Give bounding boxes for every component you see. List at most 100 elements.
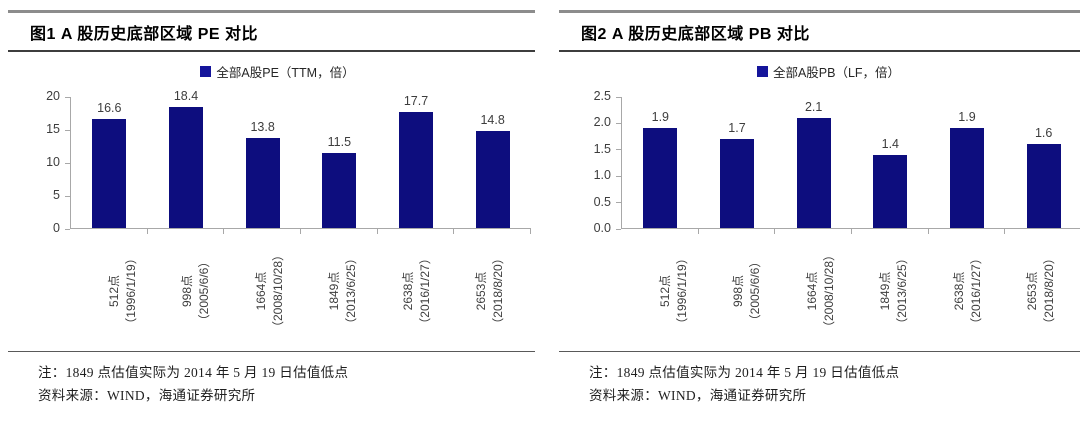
bar [475, 131, 510, 228]
x-category-label-text: 512点 （1996/1/19） [106, 252, 138, 330]
y-tick-mark [65, 228, 70, 230]
x-category-label: 2653点 （2018/8/20） [1005, 237, 1079, 345]
bar [643, 128, 678, 228]
x-tick-mark [851, 229, 852, 234]
y-tick-label: 20 [46, 89, 60, 103]
x-category-label: 2638点 （2016/1/27） [931, 237, 1005, 345]
x-category-label: 998点 （2005/6/6） [160, 237, 234, 345]
legend-label: 全部A股PE（TTM，倍） [216, 65, 355, 80]
note-text: 注：1849 点估值实际为 2014 年 5 月 19 日估值低点 [589, 365, 900, 380]
legend-swatch-icon [756, 65, 768, 77]
y-tick-label: 0.5 [593, 194, 611, 209]
x-tick-mark [774, 229, 776, 234]
y-tick-label: 10 [46, 155, 60, 169]
plot-area: 16.6 18.4 13.8 11.5 17.7 14.8 [70, 89, 531, 234]
x-category-label-text: 2653点 （2018/8/20） [1025, 252, 1057, 330]
x-category-label-text: 1849点 （2013/6/25） [327, 252, 359, 330]
x-category-label: 2638点 （2016/1/27） [380, 237, 454, 345]
y-tick-label: 0 [53, 221, 60, 235]
legend: 全部A股PB（LF，倍） [575, 62, 1080, 80]
x-category-label: 1664点 （2008/10/28） [784, 237, 858, 345]
x-tick-mark [927, 229, 929, 234]
bar-value-label: 16.6 [97, 101, 122, 116]
x-category-label: 512点 （1996/1/19） [86, 237, 160, 345]
x-category-label-text: 2653点 （2018/8/20） [474, 252, 506, 330]
bar-value-label: 2.1 [804, 99, 823, 114]
x-tick-mark [146, 229, 148, 234]
bar [720, 138, 754, 228]
figure-notes: 注：1849 点估值实际为 2014 年 5 月 19 日估值低点 资料来源：W… [559, 352, 1080, 408]
y-tick-mark [616, 202, 621, 204]
y-tick-mark [616, 122, 621, 124]
x-category-label-text: 512点 （1996/1/19） [657, 252, 689, 330]
pb-bar-chart: 全部A股PB（LF，倍） 0.0 0.5 1.0 1.5 2.0 2.5 1.9 1.7 2.… [575, 62, 1080, 345]
source-text: 资料来源：WIND，海通证券研究所 [38, 387, 256, 403]
x-tick-mark [1004, 229, 1006, 234]
x-category-label: 2653点 （2018/8/20） [454, 237, 528, 345]
plot-wrap: 0.0 0.5 1.0 1.5 2.0 2.5 1.9 1.7 2.1 1.4 1.9 1.6 [575, 89, 1080, 235]
note-text: 注：1849 点估值实际为 2014 年 5 月 19 日估值低点 [38, 365, 349, 380]
pe-bar-chart: 全部A股PE（TTM，倍） 0 5 10 15 20 16.6 18.4 13.8 11.5 1… [24, 62, 531, 345]
bar-value-label: 14.8 [480, 113, 505, 128]
x-category-label-text: 998点 （2005/6/6） [731, 255, 763, 327]
x-tick-mark [300, 229, 301, 234]
bar [169, 107, 203, 228]
bar-value-label: 1.9 [651, 110, 670, 125]
x-tick-mark [223, 229, 225, 234]
y-tick-label: 5 [53, 188, 60, 202]
bar-value-label: 13.8 [250, 119, 275, 134]
y-tick-mark [616, 149, 621, 151]
bar [796, 117, 831, 228]
top-divider [8, 10, 535, 13]
y-tick-mark [65, 96, 70, 98]
bar-value-label: 11.5 [327, 134, 352, 149]
x-category-label-text: 1849点 （2013/6/25） [878, 252, 910, 330]
y-tick-label: 2.5 [593, 89, 611, 103]
x-category-label: 1849点 （2013/6/25） [858, 237, 932, 345]
x-tick-mark [453, 229, 455, 234]
y-tick-mark [616, 175, 621, 177]
y-tick-label: 15 [46, 122, 60, 136]
x-axis-labels: 512点 （1996/1/19） 998点 （2005/6/6） 1664点 （2008/… [637, 237, 1078, 345]
x-tick-mark [376, 229, 378, 234]
x-category-label-text: 2638点 （2016/1/27） [400, 252, 432, 330]
note-divider [8, 351, 535, 352]
bar-value-label: 18.4 [173, 89, 199, 104]
bar [399, 112, 433, 228]
report-figures-row: 图1 A 股历史底部区域 PE 对比 全部A股PE（TTM，倍） 0 5 10 15 2… [8, 0, 1080, 408]
figure-title: 图1 A 股历史底部区域 PE 对比 [30, 26, 258, 43]
x-tick-mark [697, 229, 699, 234]
x-category-label: 1849点 （2013/6/25） [307, 237, 381, 345]
y-tick-mark [65, 129, 70, 131]
figure-title: 图2 A 股历史底部区域 PB 对比 [581, 26, 810, 43]
figure-panel-pe: 图1 A 股历史底部区域 PE 对比 全部A股PE（TTM，倍） 0 5 10 15 2… [8, 0, 535, 408]
source-text: 资料来源：WIND，海通证券研究所 [589, 387, 807, 403]
y-tick-mark [616, 96, 621, 98]
legend: 全部A股PE（TTM，倍） [24, 62, 531, 80]
title-divider [8, 50, 535, 52]
x-tick-mark [530, 229, 531, 234]
y-tick-label: 0.0 [593, 221, 611, 235]
bar-value-label: 1.6 [1034, 126, 1053, 141]
y-axis: 0 5 10 15 20 [24, 89, 70, 235]
bar [322, 152, 357, 228]
y-tick-label: 1.0 [593, 168, 611, 183]
title-divider [559, 50, 1080, 52]
bar-value-label: 1.4 [881, 136, 900, 151]
figure-panel-pb: 图2 A 股历史底部区域 PB 对比 全部A股PB（LF，倍） 0.0 0.5 1.… [559, 0, 1080, 408]
x-category-label-text: 1664点 （2008/10/28） [253, 248, 285, 334]
bar [1026, 144, 1061, 228]
y-axis: 0.0 0.5 1.0 1.5 2.0 2.5 [575, 89, 621, 235]
x-category-label: 1664点 （2008/10/28） [233, 237, 307, 345]
x-category-label: 512点 （1996/1/19） [637, 237, 711, 345]
x-category-label-text: 998点 （2005/6/6） [180, 255, 212, 327]
note-divider [559, 351, 1080, 352]
plot-area: 1.9 1.7 2.1 1.4 1.9 1.6 [621, 97, 1080, 234]
bar-value-label: 1.7 [728, 120, 746, 135]
top-divider [559, 10, 1080, 13]
y-tick-mark [616, 228, 621, 230]
plot-wrap: 0 5 10 15 20 16.6 18.4 13.8 11.5 17.7 14.8 [24, 89, 531, 235]
bar [873, 154, 908, 228]
x-category-label-text: 2638点 （2016/1/27） [951, 252, 983, 330]
y-tick-label: 2.0 [593, 115, 611, 130]
